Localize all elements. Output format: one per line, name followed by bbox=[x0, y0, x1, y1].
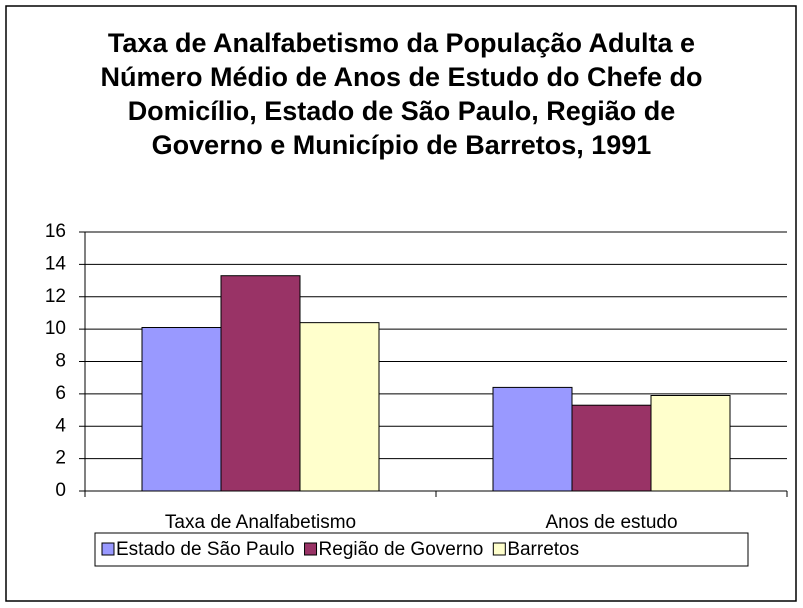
legend-label: Região de Governo bbox=[319, 539, 484, 560]
bar bbox=[141, 327, 222, 492]
y-tick-label: 2 bbox=[55, 448, 66, 469]
y-tick-label: 12 bbox=[45, 286, 66, 307]
legend-box bbox=[94, 532, 749, 567]
y-tick-label: 8 bbox=[55, 351, 66, 372]
legend-label: Estado de São Paulo bbox=[116, 539, 295, 560]
y-tick-label: 0 bbox=[55, 480, 66, 501]
legend-swatch bbox=[304, 542, 318, 556]
y-tick-label: 10 bbox=[45, 318, 66, 339]
chart-border bbox=[5, 5, 797, 602]
y-tick-label: 16 bbox=[45, 221, 66, 242]
y-tick-label: 6 bbox=[55, 383, 66, 404]
bar bbox=[571, 404, 652, 492]
x-tick-label: Anos de estudo bbox=[545, 512, 677, 533]
bar bbox=[650, 394, 731, 492]
bar bbox=[220, 275, 301, 492]
bar bbox=[492, 386, 573, 492]
x-tick-label: Taxa de Analfabetismo bbox=[165, 512, 356, 533]
legend-swatch bbox=[492, 542, 506, 556]
legend-label: Barretos bbox=[507, 539, 579, 560]
bar bbox=[299, 322, 380, 492]
legend-swatch bbox=[101, 542, 115, 556]
y-tick-label: 4 bbox=[55, 415, 66, 436]
chart-title: Taxa de Analfabetismo da População Adult… bbox=[100, 28, 703, 160]
y-tick-label: 14 bbox=[45, 253, 67, 274]
